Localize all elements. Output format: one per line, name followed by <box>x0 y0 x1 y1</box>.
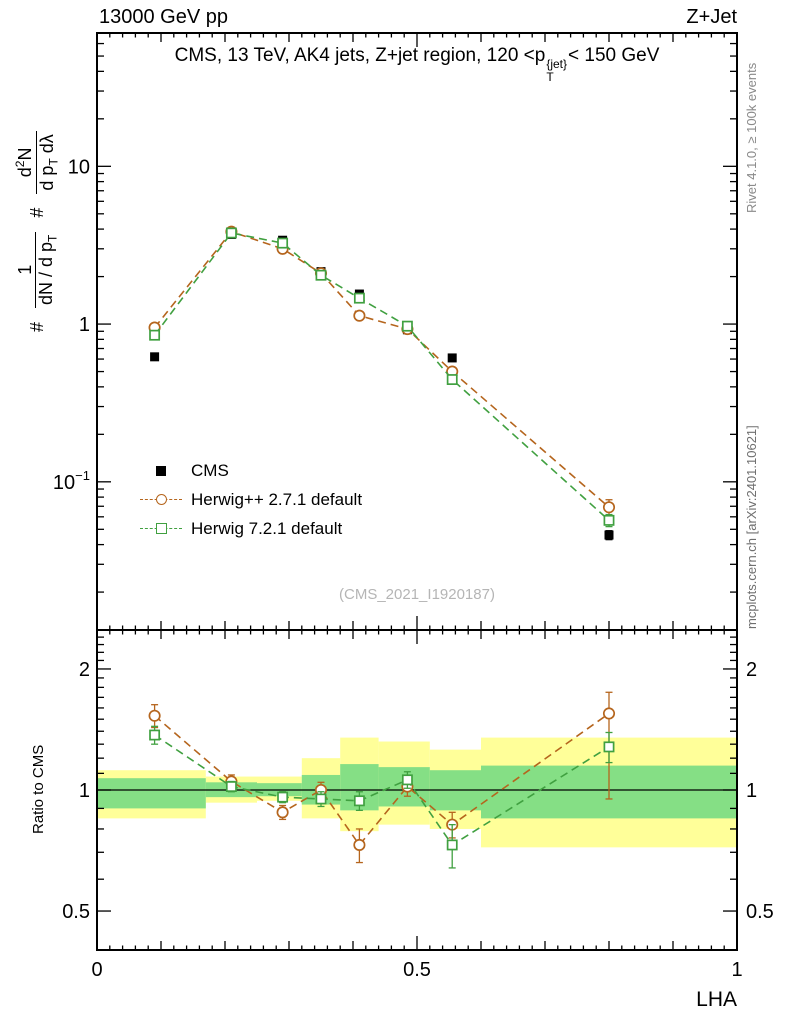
axis-ticks <box>96 33 738 951</box>
panel-title: CMS, 13 TeV, AK4 jets, Z+jet region, 120… <box>97 45 737 83</box>
legend-item-herwigpp: Herwig++ 2.7.1 default <box>138 485 362 514</box>
beam-energy-label: 13000 GeV pp <box>99 6 228 28</box>
ratio-y-tick-label-right: 1 <box>746 780 757 802</box>
ratio-y-tick-label-left: 1 <box>79 780 90 802</box>
data-point-marker <box>446 374 458 385</box>
data-point-marker <box>277 791 289 803</box>
data-point-marker <box>276 806 289 819</box>
tick-labels: 10 1 10−1 2 2 1 1 0.5 0.5 0 0.5 1 <box>53 156 774 981</box>
data-point-marker <box>315 793 327 805</box>
data-point-marker <box>149 729 161 741</box>
series-herwig-7-2-1-default <box>149 227 615 528</box>
data-point-marker <box>277 237 289 249</box>
open-square-marker-icon <box>155 523 167 534</box>
y-axis-label: # 1 dN / d pT # d2N d pT dλ <box>13 131 62 332</box>
rivet-version-note: Rivet 4.1.0, ≥ 100k events <box>744 62 759 213</box>
pt-jet-subscript: {jet} T <box>546 57 568 84</box>
data-point-marker <box>604 530 614 540</box>
data-point-marker <box>149 329 161 341</box>
data-point-marker <box>602 707 616 720</box>
x-axis-label: LHA <box>696 988 737 1011</box>
data-point-marker <box>603 514 615 526</box>
ylabel-fraction-2: d2N d pT dλ <box>13 131 62 194</box>
open-circle-marker-icon <box>155 494 167 505</box>
legend-label-cms: CMS <box>191 460 229 480</box>
x-tick-label: 0.5 <box>403 959 431 981</box>
ylabel-fraction-1: 1 dN / d pT <box>15 231 61 308</box>
panel-title-prefix: CMS, 13 TeV, AK4 jets, Z+jet region, 120… <box>174 45 546 66</box>
data-point-marker <box>446 839 458 851</box>
data-point-marker <box>401 774 413 786</box>
legend: CMS Herwig++ 2.7.1 default Herwig 7.2.1 … <box>138 456 362 543</box>
data-point-marker <box>447 353 457 363</box>
legend-item-herwig7: Herwig 7.2.1 default <box>138 514 362 543</box>
ratio-y-tick-label-left: 2 <box>79 659 90 681</box>
ratio-y-tick-label-left: 0.5 <box>62 901 90 923</box>
ratio-uncertainty-bands <box>97 737 737 848</box>
ratio-series-herwig-7-2-1-default <box>149 725 615 869</box>
x-tick-label: 1 <box>731 959 742 981</box>
ratio-y-tick-label-right: 0.5 <box>746 901 774 923</box>
cms-filled-square-icon <box>156 465 166 476</box>
data-point-marker <box>148 709 161 722</box>
data-point-marker <box>401 320 413 332</box>
data-point-marker <box>353 309 366 322</box>
legend-label-herwigpp: Herwig++ 2.7.1 default <box>191 489 363 509</box>
data-point-marker <box>315 269 327 281</box>
panel-title-suffix: < 150 GeV <box>568 45 660 66</box>
legend-item-cms: CMS <box>138 456 362 485</box>
data-point-marker <box>225 227 237 239</box>
legend-label-herwig7: Herwig 7.2.1 default <box>191 518 343 538</box>
ylabel-hash-2: # <box>27 207 48 218</box>
data-point-marker <box>150 352 160 362</box>
x-tick-label: 0 <box>91 959 102 981</box>
data-point-marker <box>603 741 615 753</box>
analysis-id-watermark: (CMS_2021_I1920187) <box>339 586 495 603</box>
main-y-tick-label: 10−1 <box>53 468 90 494</box>
ratio-y-tick-label-right: 2 <box>746 659 757 681</box>
ylabel-hash-1: # <box>27 321 48 332</box>
main-y-tick-label: 1 <box>79 314 90 336</box>
mcplots-arxiv-note: mcplots.cern.ch [arXiv:2401.10621] <box>744 425 759 629</box>
data-point-marker <box>353 292 365 304</box>
data-point-marker <box>353 795 365 807</box>
ratio-y-axis-label: Ratio to CMS <box>30 744 47 834</box>
process-label: Z+Jet <box>686 6 737 28</box>
data-point-marker <box>602 501 616 514</box>
data-point-marker <box>353 838 366 852</box>
data-point-marker <box>225 781 237 792</box>
main-y-tick-label: 10 <box>68 156 90 178</box>
